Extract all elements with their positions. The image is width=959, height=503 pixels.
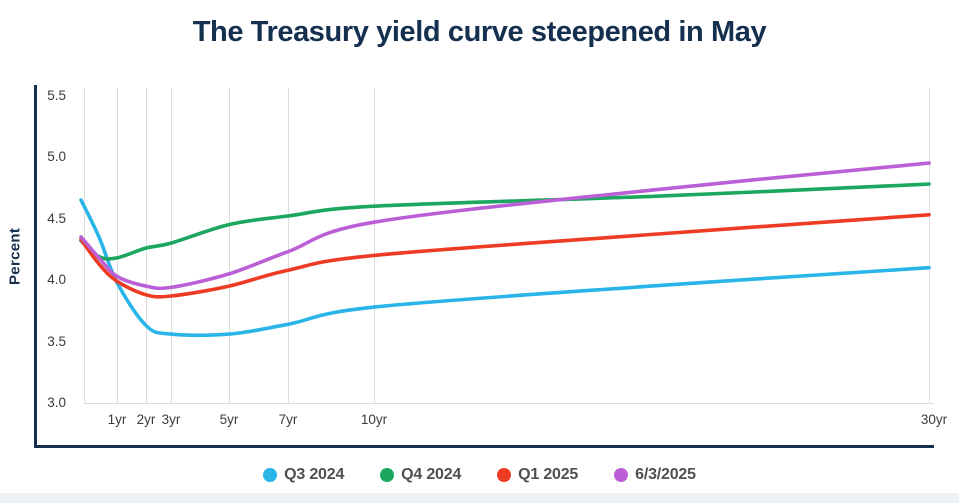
x-tick-label: 7yr — [278, 412, 298, 427]
legend-dot-icon — [380, 468, 395, 482]
series-line-q1-2025 — [79, 213, 931, 299]
series-line-6-3-2025 — [79, 161, 931, 291]
y-tick-label: 5.0 — [47, 149, 66, 164]
legend-dot-icon — [263, 468, 278, 482]
legend-label: Q3 2024 — [284, 466, 345, 483]
series-line-q3-2024 — [79, 198, 931, 338]
y-tick-label: 3.0 — [47, 395, 66, 410]
x-tick-label: 2yr — [136, 412, 156, 427]
legend-item: 6/3/2025 — [614, 466, 696, 484]
legend-item: Q3 2024 — [263, 466, 344, 484]
bottom-strip — [0, 493, 959, 503]
y-tick-label: 5.5 — [47, 87, 66, 103]
legend-item: Q4 2024 — [380, 466, 461, 484]
chart-title: The Treasury yield curve steepened in Ma… — [192, 16, 767, 48]
legend-dot-icon — [497, 468, 512, 482]
legend-item: Q1 2025 — [497, 466, 578, 484]
x-tick-label: 3yr — [161, 412, 181, 427]
series-line-q4-2024 — [79, 182, 931, 261]
y-tick-label: 4.0 — [47, 272, 66, 287]
legend-label: Q1 2025 — [518, 466, 579, 483]
legend-label: 6/3/2025 — [635, 466, 696, 483]
x-tick-label: 30yr — [920, 412, 948, 427]
legend-label: Q4 2024 — [401, 466, 462, 483]
y-tick-label: 3.5 — [47, 333, 66, 349]
y-tick-label: 4.5 — [47, 210, 66, 226]
x-tick-label: 1yr — [107, 412, 127, 427]
chart-legend: Q3 2024 Q4 2024 Q1 2025 6/3/2025 — [0, 466, 959, 484]
legend-dot-icon — [614, 468, 629, 482]
x-tick-label: 5yr — [219, 412, 239, 427]
x-tick-label: 10yr — [360, 412, 388, 427]
